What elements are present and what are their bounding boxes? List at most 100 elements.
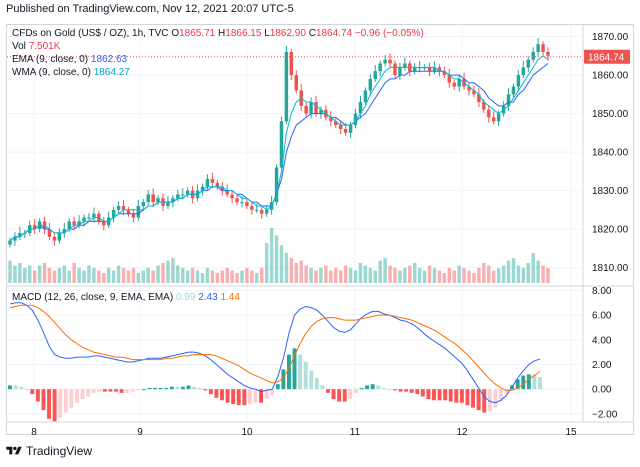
ema-value: 1862.63 xyxy=(90,54,128,65)
volume-bar xyxy=(215,273,220,283)
macd-histogram-bar xyxy=(91,389,96,393)
candle-body xyxy=(467,86,471,91)
candle-body xyxy=(487,109,491,118)
wma-label: WMA (9, close, 0) xyxy=(12,67,91,78)
macd-histogram-bar xyxy=(259,389,264,403)
volume-bar xyxy=(452,270,456,283)
macd-histogram-bar xyxy=(275,384,280,390)
candle-body xyxy=(121,205,126,210)
macd-histogram-bar xyxy=(415,389,420,395)
macd-histogram-bar xyxy=(208,389,213,395)
candle-body xyxy=(67,221,71,230)
macd-tick-label: 8.00 xyxy=(592,286,612,297)
candle-body xyxy=(151,194,155,203)
volume-bar xyxy=(77,268,81,283)
macd-histogram-bar xyxy=(69,389,74,408)
volume-bar xyxy=(42,263,47,283)
volume-bar xyxy=(32,270,37,283)
volume-bar xyxy=(171,258,175,283)
volume-bar xyxy=(363,265,368,283)
volume-bar xyxy=(185,270,190,283)
candle-body xyxy=(447,75,452,83)
volume-bar xyxy=(121,268,126,283)
candle-body xyxy=(274,167,279,203)
close-label: C xyxy=(308,28,316,39)
candle-body xyxy=(309,102,313,114)
candle-body xyxy=(32,225,37,230)
macd-histogram-bar xyxy=(521,375,526,390)
macd-histogram-bar xyxy=(264,389,269,400)
candle-body xyxy=(77,221,81,226)
candle-body xyxy=(442,71,447,76)
volume-bar xyxy=(462,268,466,283)
macd-histogram-bar xyxy=(236,389,241,406)
candle-body xyxy=(235,198,239,203)
macd-histogram-bar xyxy=(180,386,185,390)
macd-histogram-bar xyxy=(86,389,91,397)
volume-bar xyxy=(235,273,239,283)
macd-histogram-bar xyxy=(365,385,370,390)
candle-body xyxy=(363,90,368,103)
macd-histogram-bar xyxy=(504,389,509,395)
candle-body xyxy=(200,186,205,191)
candle-body xyxy=(210,179,215,183)
macd-histogram-bar xyxy=(359,387,364,390)
ema-line xyxy=(9,63,549,241)
macd-histogram-bar xyxy=(309,370,314,390)
price-grid xyxy=(7,25,582,420)
macd-histogram-bar xyxy=(74,389,79,403)
macd-histogram-bar xyxy=(532,374,537,390)
volume-bar xyxy=(161,263,165,283)
low-label: L xyxy=(264,28,270,39)
volume-bar xyxy=(422,270,427,283)
macd-histogram-bar xyxy=(326,389,330,393)
volume-bar xyxy=(62,265,67,283)
volume-bar xyxy=(427,265,432,283)
volume-bar xyxy=(269,228,274,283)
volume-bar xyxy=(47,268,52,283)
volume-bar xyxy=(304,265,308,283)
volume-bar xyxy=(506,260,511,283)
macd-histogram-bar xyxy=(432,389,436,401)
tradingview-brand[interactable]: TradingView xyxy=(6,444,92,458)
candle-body xyxy=(220,186,224,191)
volume-bar xyxy=(141,270,145,283)
candle-body xyxy=(541,44,545,52)
candle-body xyxy=(47,229,52,237)
volume-bar xyxy=(393,268,397,283)
volume-bar xyxy=(250,270,254,283)
price-tick-label: 1820.00 xyxy=(592,225,629,236)
volume-bar xyxy=(240,270,244,283)
macd-histogram-bar xyxy=(80,389,85,400)
volume-bar xyxy=(23,268,27,283)
volume-row: Vol 7.501K xyxy=(12,40,424,53)
macd-histogram-bar xyxy=(13,385,18,390)
candle-body xyxy=(491,117,496,122)
volume-bar xyxy=(324,265,328,283)
macd-histogram-bar xyxy=(443,389,448,401)
candle-body xyxy=(82,217,86,222)
macd-histogram-bar xyxy=(292,348,297,390)
candle-body xyxy=(205,179,210,187)
macd-histogram-bar xyxy=(286,354,291,390)
candle-body xyxy=(8,240,12,245)
candle-body xyxy=(353,113,358,126)
volume-bar xyxy=(92,268,96,283)
macd-histogram-bar xyxy=(203,389,208,391)
candle-body xyxy=(264,209,269,214)
candle-body xyxy=(304,105,308,114)
volume-bar xyxy=(496,268,501,283)
macd-tick-label: 6.00 xyxy=(592,311,612,322)
volume-bar xyxy=(348,268,353,283)
macd-histogram-bar xyxy=(314,378,319,390)
volume-label: Vol xyxy=(12,41,26,52)
volume-bar xyxy=(264,243,269,283)
volume-bar xyxy=(284,253,289,283)
time-tick-label: 11 xyxy=(350,427,361,438)
macd-histogram-bar xyxy=(153,387,158,390)
price-tick-label: 1810.00 xyxy=(592,263,629,274)
volume-bar xyxy=(82,270,86,283)
volume-bar xyxy=(255,273,259,283)
macd-histogram-bar xyxy=(498,389,503,402)
